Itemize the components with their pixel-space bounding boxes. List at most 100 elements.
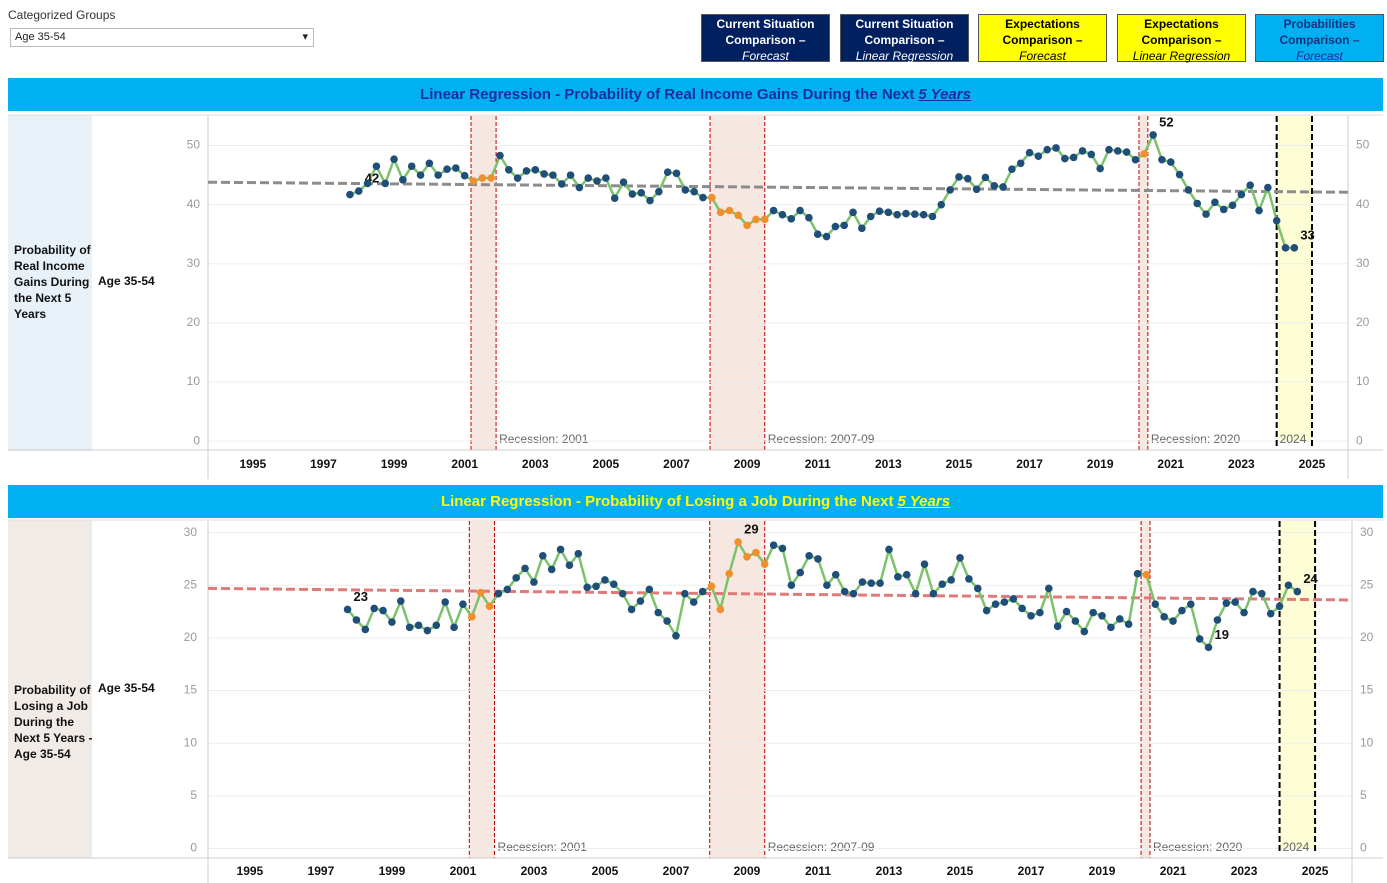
data-point	[911, 210, 919, 218]
data-point	[655, 187, 663, 196]
data-point	[1034, 152, 1043, 160]
data-point	[1027, 611, 1035, 620]
data-point	[1160, 613, 1168, 621]
forecast-label: 2024	[1283, 840, 1310, 854]
data-point	[549, 171, 557, 179]
y-tick-label: 10	[184, 735, 198, 749]
x-tick-label: 2001	[450, 864, 477, 878]
y-tick-label: 30	[184, 525, 198, 539]
data-point	[522, 167, 531, 175]
data-point	[1275, 602, 1284, 611]
data-point	[584, 174, 593, 182]
x-tick-label: 1995	[239, 457, 266, 471]
data-point	[1043, 145, 1052, 154]
data-point	[381, 179, 390, 188]
data-point	[760, 215, 769, 224]
x-tick-label: 1997	[310, 457, 337, 471]
data-point	[973, 584, 982, 593]
data-point	[646, 196, 654, 205]
data-point	[965, 575, 973, 583]
data-point	[699, 193, 707, 202]
data-point	[521, 564, 529, 573]
x-tick-label: 2001	[451, 457, 478, 471]
nav-button[interactable]: Probabilities Comparison – Forecast	[1255, 14, 1384, 63]
data-point	[574, 549, 583, 558]
data-point	[734, 538, 742, 546]
data-point	[787, 215, 796, 223]
data-point	[1231, 598, 1239, 606]
recession-label: Recession: 2020	[1151, 432, 1241, 446]
data-label: 29	[744, 522, 758, 537]
data-point	[991, 600, 1000, 608]
nav-button[interactable]: Expectations Comparison – Forecast	[978, 14, 1107, 63]
button-text: Comparison –	[1141, 33, 1222, 47]
data-point	[1293, 587, 1302, 596]
data-point	[504, 165, 513, 174]
data-point	[875, 207, 884, 215]
data-point	[346, 190, 354, 199]
data-point	[831, 570, 840, 579]
filter-dropdown[interactable]: Age 35-54	[10, 28, 314, 47]
data-point	[787, 581, 796, 590]
data-point	[645, 585, 654, 594]
data-point	[352, 616, 361, 624]
y2-tick-label: 20	[1360, 630, 1374, 644]
data-point	[1052, 144, 1060, 152]
nav-button[interactable]: Current Situation Comparison – Linear Regr…	[840, 14, 969, 63]
data-point	[432, 621, 441, 630]
data-point	[743, 553, 751, 561]
recession-label: Recession: 2020	[1153, 840, 1243, 854]
nav-button[interactable]: Expectations Comparison – Linear Regressio…	[1117, 14, 1246, 63]
data-point	[1184, 186, 1193, 194]
data-point	[1140, 150, 1149, 158]
x-tick-label: 2023	[1231, 864, 1258, 878]
button-text: Forecast	[742, 49, 789, 63]
button-text: Expectations	[1005, 17, 1080, 31]
trend-line	[207, 586, 1353, 602]
data-label: 19	[1215, 627, 1229, 642]
data-point	[363, 179, 372, 188]
data-point	[547, 565, 556, 574]
data-point	[955, 173, 963, 181]
data-point	[1240, 608, 1248, 617]
data-point	[849, 589, 858, 598]
data-point	[858, 578, 867, 586]
forecast-band	[1279, 521, 1316, 850]
data-point	[469, 177, 478, 185]
x-tick-label: 2005	[593, 457, 620, 471]
forecast-band	[1276, 116, 1312, 442]
data-point	[769, 541, 778, 550]
data-point	[1036, 608, 1044, 617]
data-point	[1089, 608, 1097, 617]
nav-button[interactable]: Current Situation Comparison – Forecast	[701, 14, 830, 63]
data-point	[867, 579, 876, 587]
data-point	[681, 589, 689, 598]
data-point	[822, 232, 831, 241]
data-point	[1258, 589, 1266, 598]
data-point	[981, 173, 990, 182]
data-point	[1078, 147, 1087, 155]
data-point	[681, 186, 690, 194]
x-tick-label: 2017	[1018, 864, 1045, 878]
chart-title: Linear Regression - Probability of Losin…	[440, 493, 894, 510]
data-point	[1202, 210, 1210, 218]
recession-band	[1138, 116, 1148, 450]
x-tick-label: 2005	[592, 864, 619, 878]
data-point	[1178, 606, 1186, 615]
data-point	[583, 583, 592, 592]
data-point	[1149, 131, 1157, 139]
y2-tick-label: 5	[1360, 788, 1367, 802]
data-point	[372, 162, 381, 171]
row-label: Probability of Losing a Job During the N…	[14, 683, 93, 761]
data-label: 33	[1300, 227, 1314, 242]
data-point	[1246, 181, 1255, 189]
row-label-panel	[8, 115, 92, 451]
data-point	[1069, 153, 1078, 162]
data-point	[672, 631, 680, 640]
data-point	[663, 168, 672, 176]
x-tick-label: 2007	[663, 864, 690, 878]
data-point	[361, 625, 370, 634]
y2-tick-label: 10	[1360, 735, 1374, 749]
data-point	[1266, 609, 1275, 618]
data-point	[354, 187, 363, 195]
